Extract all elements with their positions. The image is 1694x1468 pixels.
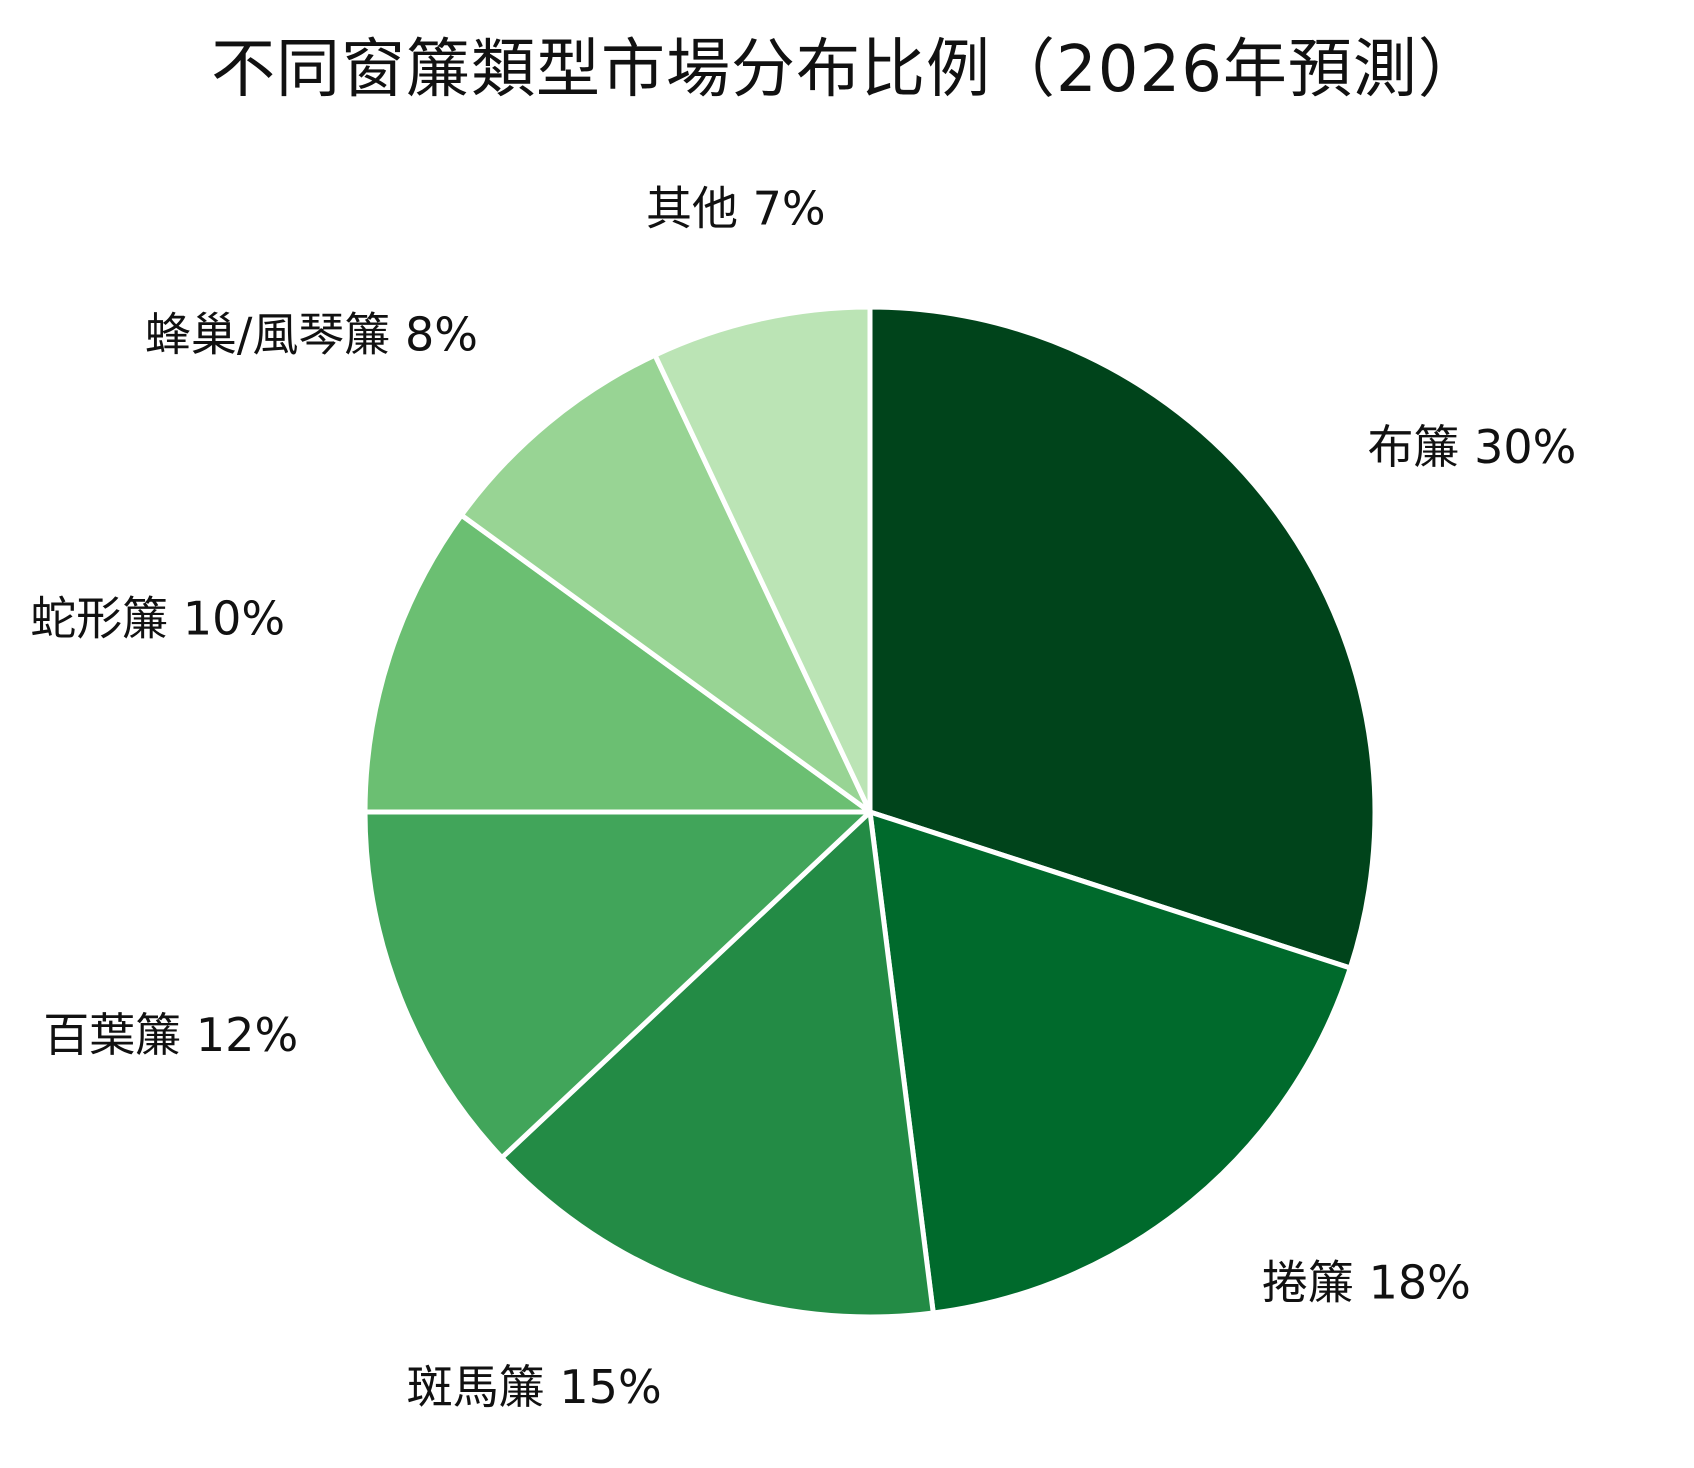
pie-slice-0 [867, 304, 1378, 971]
pie-slice-4 [362, 512, 873, 815]
pie-labels: 布簾 30% 捲簾 18% 斑馬簾 15% 百葉簾 12% 蛇形簾 10% 蜂巢/風琴簾 … [30, 181, 1576, 1414]
pie-slice-label-2: 斑馬簾 15% [407, 1360, 662, 1414]
pie-slice-2 [499, 809, 936, 1320]
pie-slice-3 [362, 809, 873, 1161]
pie-slice-label-3: 百葉簾 12% [43, 1008, 298, 1062]
pie-slices [362, 304, 1378, 1320]
pie-slice-label-4: 蛇形簾 10% [30, 591, 285, 645]
pie-slice-6 [652, 304, 873, 815]
pie-slice-label-5: 蜂巢/風琴簾 8% [145, 308, 478, 362]
pie-slice-1 [867, 809, 1353, 1316]
chart-title: 不同窗簾類型市場分布比例（2026年預測） [211, 33, 1483, 107]
pie-slice-label-1: 捲簾 18% [1262, 1255, 1471, 1309]
pie-slice-label-0: 布簾 30% [1368, 420, 1577, 474]
pie-slice-5 [458, 352, 873, 815]
pie-slice-label-6: 其他 7% [646, 181, 826, 235]
